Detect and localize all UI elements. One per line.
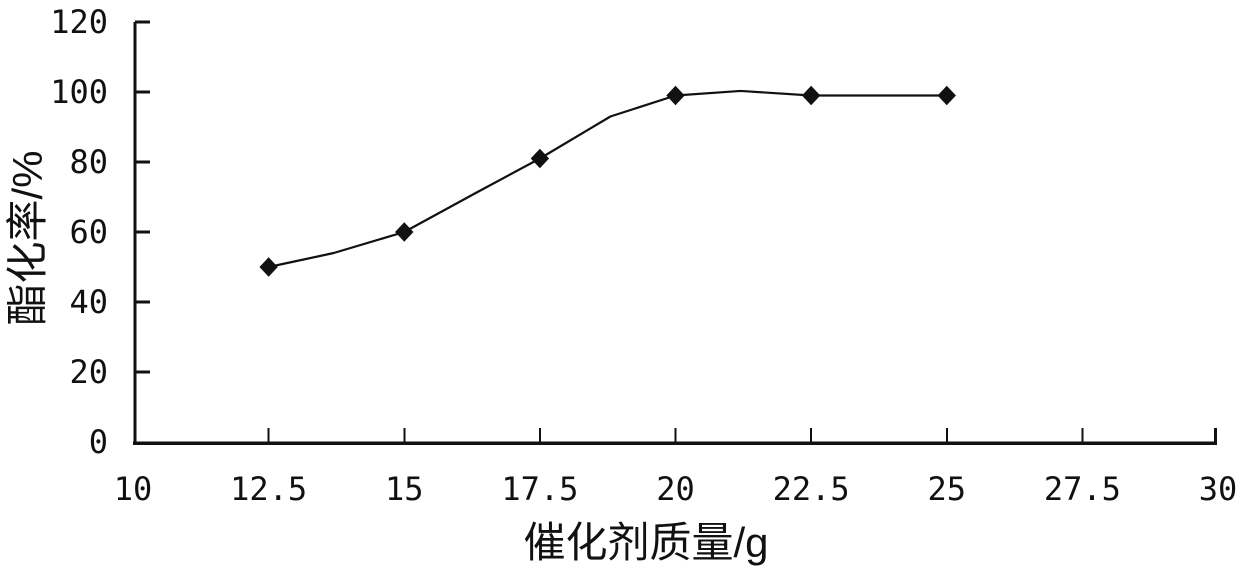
y-tick-label: 80: [69, 143, 108, 181]
series-group: [259, 85, 956, 277]
y-tick-label: 100: [50, 73, 108, 111]
x-tick-label: 15: [385, 470, 424, 508]
y-tick-label: 20: [69, 353, 108, 391]
tick-labels-group: 10 12.5 15 17.5 20 22.5 25 27.5 30 0 20 40 60 80 100 12…: [50, 3, 1237, 508]
x-tick-label: 17.5: [501, 470, 578, 508]
data-point-marker: [937, 85, 956, 106]
x-tick-label: 10: [114, 470, 153, 508]
x-tick-label: 20: [656, 470, 695, 508]
data-point-marker: [259, 257, 278, 277]
y-tick-label: 0: [89, 423, 108, 461]
y-tick-label: 120: [50, 3, 108, 41]
series-line: [268, 89, 947, 269]
data-point-marker: [530, 148, 550, 169]
y-tick-label: 40: [69, 283, 108, 321]
data-point-marker: [801, 85, 821, 106]
data-point-marker: [395, 222, 414, 242]
y-tick-label: 60: [69, 213, 108, 251]
x-axis-title: 催化剂质量/g: [523, 519, 768, 566]
x-tick-label: 25: [927, 470, 966, 508]
x-tick-label: 30: [1199, 470, 1238, 508]
x-tick-label: 22.5: [773, 470, 850, 508]
data-point-marker: [666, 85, 685, 106]
axes-group: [133, 22, 1217, 445]
x-tick-label: 27.5: [1044, 470, 1121, 508]
y-axis-title: 酯化率/%: [4, 150, 51, 325]
x-tick-label: 12.5: [230, 470, 307, 508]
ticks-group: [135, 20, 1084, 442]
